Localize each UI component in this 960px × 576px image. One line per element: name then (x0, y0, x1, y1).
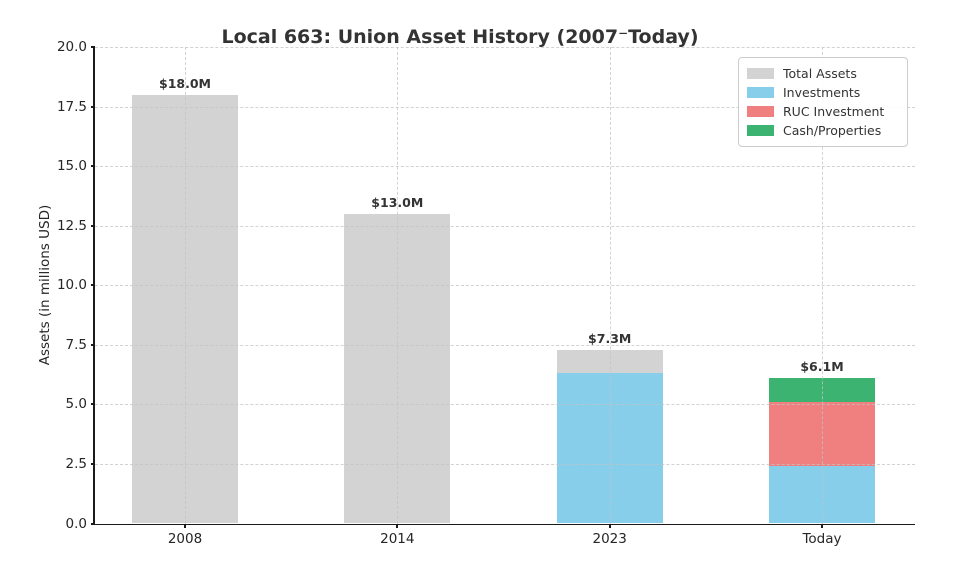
grid-line-horizontal (95, 166, 915, 168)
legend-swatch (747, 68, 774, 79)
grid-line-horizontal (95, 344, 915, 346)
legend-swatch (747, 125, 774, 136)
grid-line-vertical (185, 47, 186, 524)
y-tick-label: 17.5 (56, 98, 87, 115)
legend-item: Investments (747, 83, 899, 102)
y-tick-mark (91, 105, 95, 108)
x-tick-label: 2014 (380, 530, 415, 547)
y-tick-label: 0.0 (65, 515, 87, 532)
y-tick-label: 5.0 (65, 396, 87, 413)
y-tick-mark (91, 403, 95, 406)
legend-swatch (747, 87, 774, 98)
y-tick-mark (91, 165, 95, 168)
grid-line-vertical (609, 47, 611, 524)
y-tick-mark (91, 46, 95, 48)
x-tick-label: Today (802, 530, 842, 547)
x-axis-spine (93, 523, 915, 526)
y-tick-label: 7.5 (65, 336, 87, 353)
y-tick-mark (91, 522, 95, 525)
y-tick-label: 10.0 (56, 277, 87, 294)
grid-line-horizontal (95, 285, 915, 287)
grid-line-horizontal (95, 463, 915, 465)
x-tick-mark (396, 523, 399, 528)
x-tick-label: 2023 (592, 530, 627, 547)
legend: Total Assets Investments RUC Investment Cas… (738, 57, 908, 147)
legend-item: Cash/Properties (747, 121, 899, 140)
x-tick-mark (608, 523, 611, 528)
bar-total-label: $7.3M (588, 330, 632, 346)
legend-label: Investments (783, 85, 861, 100)
grid-line-horizontal (95, 404, 915, 406)
y-tick-label: 12.5 (56, 217, 87, 234)
grid-line-horizontal (95, 225, 915, 227)
bar-total-label: $6.1M (800, 359, 844, 375)
grid-line-horizontal (95, 47, 915, 48)
legend-swatch (747, 106, 774, 117)
y-tick-label: 15.0 (56, 158, 87, 175)
y-tick-label: 20.0 (56, 39, 87, 55)
y-tick-mark (91, 462, 95, 465)
y-tick-mark (91, 284, 95, 287)
legend-item: RUC Investment (747, 102, 899, 121)
legend-label: RUC Investment (783, 104, 885, 119)
x-tick-label: 2008 (167, 530, 203, 547)
chart-title: Local 663: Union Asset History (2007⁻Tod… (221, 26, 699, 48)
y-tick-mark (91, 343, 95, 346)
x-tick-mark (821, 523, 823, 528)
legend-label: Total Assets (783, 66, 857, 81)
grid-line-horizontal (95, 106, 915, 108)
grid-line-vertical (822, 47, 823, 524)
legend-label: Cash/Properties (783, 123, 882, 138)
x-tick-mark (184, 523, 186, 528)
y-tick-mark (91, 224, 95, 227)
bar-total-label: $13.0M (371, 194, 424, 210)
y-tick-label: 2.5 (65, 455, 87, 472)
grid-line-vertical (397, 47, 399, 524)
legend-item: Total Assets (747, 64, 899, 83)
y-axis-spine (93, 47, 95, 524)
bar-total-label: $18.0M (159, 75, 211, 91)
